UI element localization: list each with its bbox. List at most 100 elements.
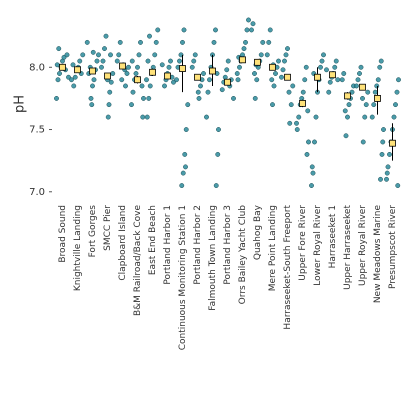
data-point bbox=[196, 95, 202, 101]
data-point bbox=[252, 95, 258, 101]
data-point bbox=[114, 58, 120, 64]
data-point bbox=[129, 58, 135, 64]
data-point bbox=[177, 58, 182, 64]
data-point bbox=[201, 71, 206, 76]
data-point bbox=[346, 102, 352, 108]
data-point bbox=[55, 77, 61, 83]
x-tick-label: Broad Sound bbox=[58, 205, 68, 263]
data-point bbox=[71, 83, 77, 89]
data-point bbox=[179, 183, 185, 189]
data-point bbox=[362, 114, 368, 120]
data-point bbox=[198, 83, 203, 89]
data-point bbox=[166, 64, 172, 70]
data-point bbox=[363, 102, 369, 108]
data-point bbox=[126, 64, 131, 70]
data-point bbox=[237, 64, 242, 70]
data-point bbox=[69, 77, 74, 83]
data-point bbox=[321, 52, 326, 58]
data-point bbox=[354, 83, 359, 89]
data-point bbox=[343, 133, 349, 139]
data-point bbox=[377, 64, 383, 70]
data-point bbox=[254, 77, 260, 83]
data-point bbox=[94, 58, 100, 64]
x-tick-label: Clapboard Island bbox=[118, 205, 128, 281]
y-tick-label: 8.0 bbox=[29, 62, 45, 73]
data-point bbox=[282, 58, 287, 64]
mean-marker bbox=[269, 63, 276, 71]
mean-marker bbox=[344, 92, 351, 100]
data-point bbox=[326, 89, 332, 95]
data-point bbox=[318, 64, 323, 70]
data-point bbox=[387, 151, 392, 157]
data-point bbox=[180, 39, 185, 45]
data-point bbox=[358, 64, 364, 70]
data-point bbox=[90, 49, 96, 55]
x-tick-label: Continuous Monitoring Station 1 bbox=[178, 205, 188, 350]
x-tick-label: Upper Royal River bbox=[358, 205, 368, 286]
data-point bbox=[54, 95, 59, 101]
data-point bbox=[234, 71, 240, 76]
data-point bbox=[395, 183, 401, 189]
mean-marker bbox=[179, 65, 186, 72]
data-point bbox=[244, 27, 250, 33]
data-point bbox=[288, 102, 294, 108]
y-tick-label: 7.0 bbox=[29, 187, 45, 198]
data-point bbox=[100, 58, 106, 64]
data-point bbox=[91, 77, 97, 83]
data-point bbox=[302, 77, 308, 83]
data-point bbox=[88, 95, 94, 101]
data-point bbox=[96, 52, 101, 58]
data-point bbox=[168, 58, 173, 64]
data-point bbox=[384, 176, 389, 182]
data-point bbox=[130, 89, 136, 95]
data-point bbox=[241, 46, 247, 52]
data-point bbox=[287, 120, 293, 126]
mean-marker bbox=[329, 71, 336, 79]
mean-marker bbox=[209, 67, 216, 75]
data-point bbox=[258, 52, 264, 58]
data-point bbox=[357, 71, 362, 76]
data-point bbox=[374, 83, 380, 89]
data-point bbox=[384, 170, 390, 176]
data-point bbox=[360, 139, 366, 145]
x-tick-label: East End Beach bbox=[148, 205, 158, 275]
mean-marker bbox=[224, 78, 231, 86]
data-point bbox=[147, 33, 152, 39]
x-tick-label: New Meadows Marine bbox=[373, 205, 383, 304]
data-point bbox=[309, 164, 315, 170]
data-point bbox=[394, 89, 400, 95]
data-point bbox=[192, 52, 198, 58]
data-point bbox=[280, 67, 286, 73]
mean-marker bbox=[359, 83, 366, 91]
data-point bbox=[252, 71, 257, 76]
data-point bbox=[285, 46, 290, 52]
data-point bbox=[225, 58, 231, 64]
data-point bbox=[189, 64, 195, 70]
x-tick-label: Harraseeket 1 bbox=[328, 205, 338, 268]
data-point bbox=[309, 183, 314, 189]
data-point bbox=[144, 114, 150, 120]
data-point bbox=[332, 64, 338, 70]
data-point bbox=[324, 67, 329, 73]
data-point bbox=[80, 52, 86, 58]
data-point bbox=[355, 77, 361, 83]
data-point bbox=[235, 77, 241, 83]
mean-marker bbox=[134, 76, 141, 84]
data-point bbox=[141, 95, 146, 101]
data-point bbox=[260, 39, 266, 45]
x-tick-label: Portland Harbor 3 bbox=[223, 205, 233, 285]
data-point bbox=[250, 21, 256, 27]
mean-marker bbox=[164, 72, 171, 80]
data-point bbox=[181, 27, 187, 33]
data-point bbox=[267, 27, 273, 33]
mean-marker bbox=[239, 56, 246, 64]
data-point bbox=[180, 170, 186, 176]
mean-marker bbox=[254, 58, 261, 66]
data-point bbox=[107, 89, 113, 95]
data-point bbox=[110, 71, 116, 76]
data-point bbox=[90, 83, 95, 89]
data-point bbox=[369, 114, 375, 120]
data-point bbox=[333, 58, 339, 64]
data-point bbox=[385, 164, 391, 170]
data-point bbox=[140, 114, 146, 120]
